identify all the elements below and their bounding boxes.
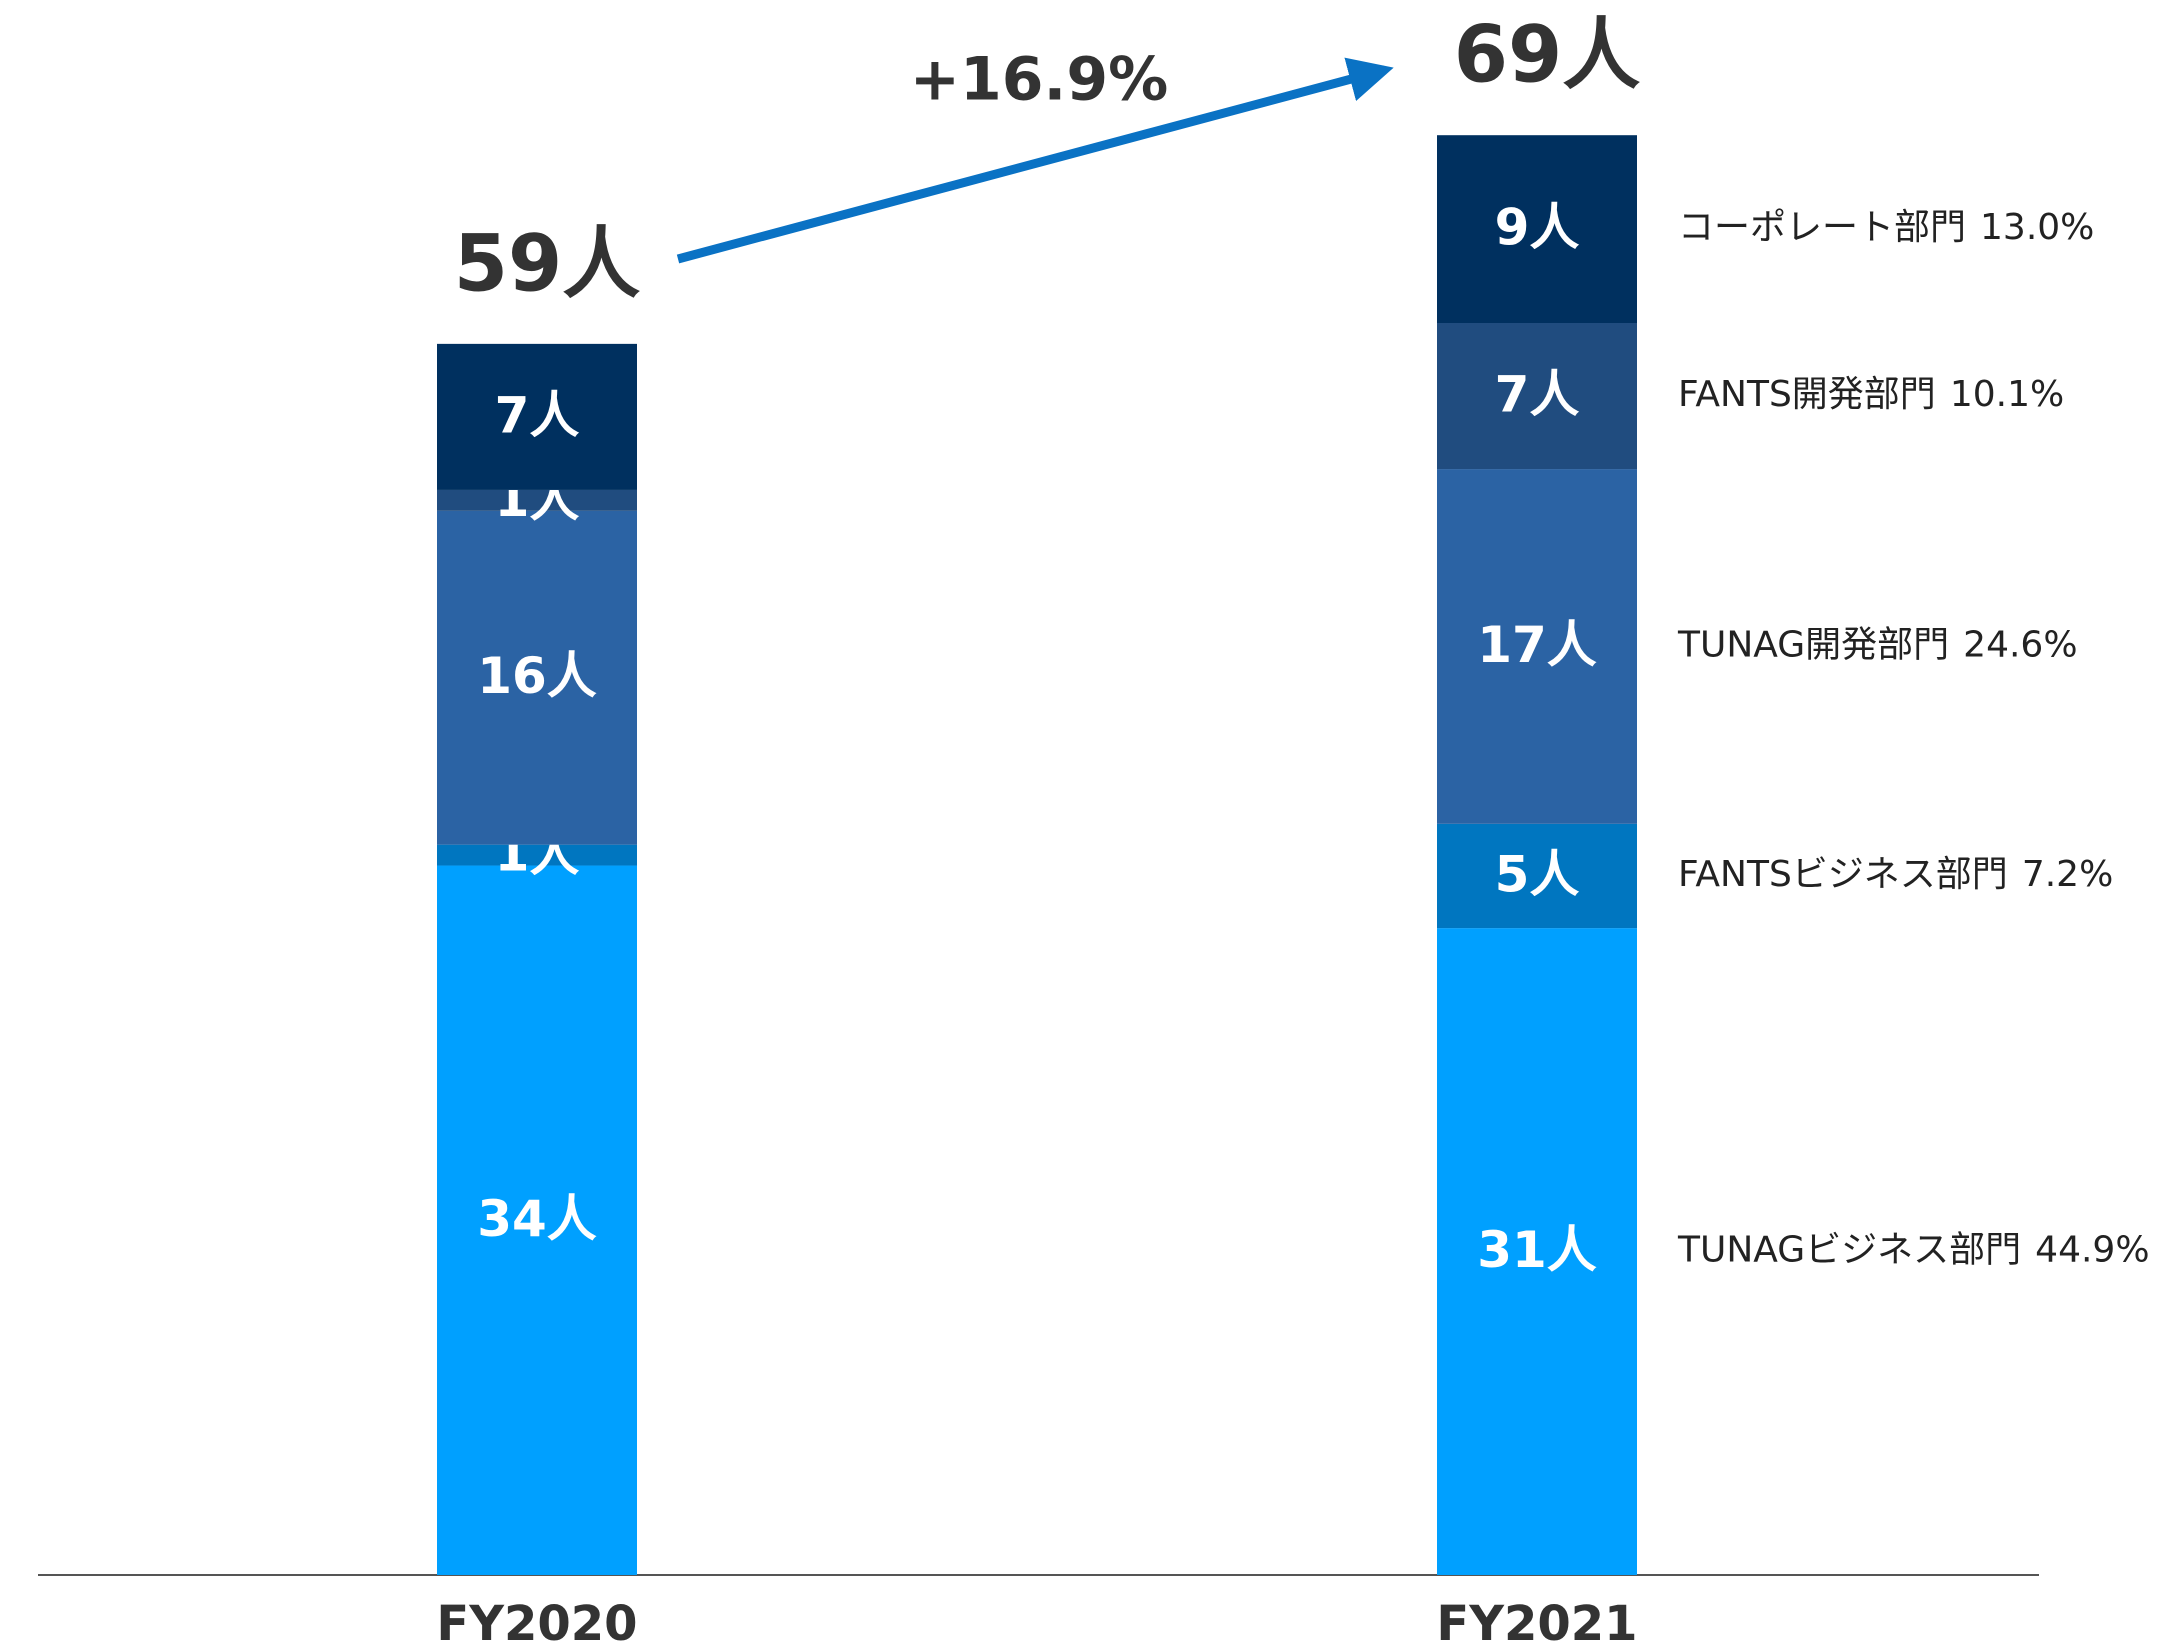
data-label: 34人 (477, 1190, 597, 1248)
legend-share: 10.1% (1950, 374, 2064, 415)
growth-label: +16.9% (910, 45, 1168, 115)
total-label: 69人 (1454, 11, 1641, 101)
legend-name: コーポレート部門 (1678, 207, 1966, 248)
legend-name: FANTSビジネス部門 (1678, 854, 2008, 895)
x-tick-label: FY2020 (436, 1596, 637, 1651)
data-label: 16人 (477, 647, 597, 705)
bar-segment (437, 844, 637, 866)
legend-share: 13.0% (1980, 207, 2094, 248)
bar-segment (1437, 469, 1637, 824)
legend-name: TUNAG開発部門 (1677, 624, 1949, 665)
data-label: 5人 (1495, 845, 1580, 903)
bar-segment (437, 489, 637, 511)
bar-segment (1437, 135, 1637, 323)
data-label: 7人 (1495, 366, 1580, 424)
x-tick-label: FY2021 (1436, 1596, 1637, 1651)
bar-segment (437, 510, 637, 845)
legend-share: 7.2% (2022, 854, 2113, 895)
legend-share: 44.9% (2035, 1230, 2149, 1271)
bar-segment (1437, 323, 1637, 470)
legend-share: 24.6% (1963, 624, 2077, 665)
legend-name: TUNAGビジネス部門 (1677, 1230, 2021, 1271)
bar-segment (1437, 928, 1637, 1575)
data-label: 31人 (1477, 1221, 1597, 1279)
data-label: 17人 (1477, 616, 1597, 674)
bar-segment (437, 343, 637, 490)
data-label: 9人 (1495, 199, 1580, 257)
legend-name: FANTS開発部門 (1678, 374, 1936, 415)
total-label: 59人 (454, 219, 641, 309)
growth-arrow (676, 57, 1394, 264)
bar-segment (1437, 823, 1637, 929)
data-label: 7人 (495, 386, 580, 444)
bar-segment (437, 865, 637, 1575)
